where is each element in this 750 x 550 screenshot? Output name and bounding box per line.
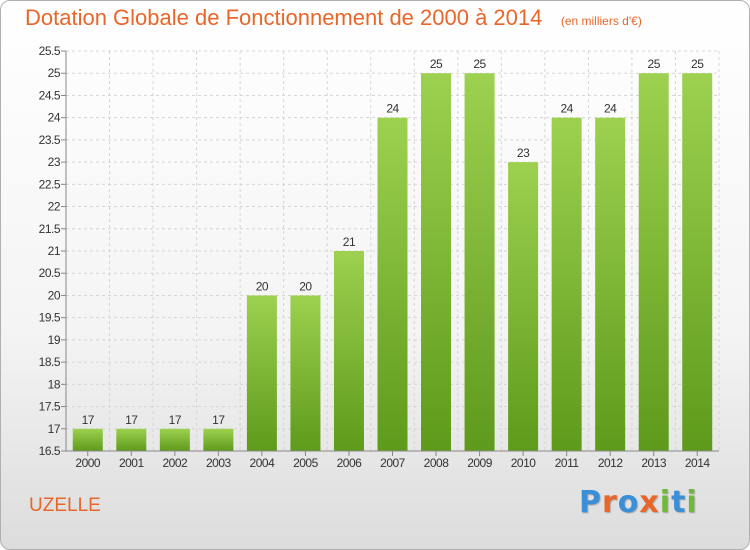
x-tick-label: 2003	[206, 456, 232, 470]
data-label: 21	[343, 235, 356, 249]
x-tick-label: 2000	[75, 456, 101, 470]
x-tick-label: 2002	[162, 456, 188, 470]
data-label: 24	[386, 102, 399, 116]
data-label: 17	[212, 413, 225, 427]
y-tick-label: 16.5	[39, 444, 61, 458]
data-label: 17	[82, 413, 95, 427]
y-tick-label: 19	[48, 333, 61, 347]
x-tick-label: 2010	[511, 456, 537, 470]
y-tick-label: 25	[48, 66, 61, 80]
bar	[595, 117, 626, 452]
y-tick-label: 22.5	[39, 177, 61, 191]
x-tick-label: 2013	[641, 456, 667, 470]
y-tick-label: 20.5	[39, 266, 61, 280]
x-tick-label: 2005	[293, 456, 319, 470]
y-tick-label: 17	[48, 422, 61, 436]
data-label: 24	[604, 102, 617, 116]
x-tick-label: 2011	[555, 456, 580, 470]
bar	[333, 251, 364, 451]
bar	[421, 73, 452, 451]
y-tick-label: 21.5	[39, 222, 61, 236]
logo-letter: o	[617, 485, 640, 520]
bar	[246, 295, 277, 451]
logo-letter: x	[639, 485, 660, 520]
data-label: 23	[517, 146, 530, 160]
data-label: 25	[648, 57, 661, 71]
x-tick-label: 2014	[685, 456, 711, 470]
proxiti-logo: Proxiti	[579, 485, 698, 520]
y-tick-label: 19.5	[39, 311, 61, 325]
y-tick-label: 21	[48, 244, 61, 258]
x-tick-label: 2012	[598, 456, 624, 470]
bar	[638, 73, 669, 451]
chart-title-block: Dotation Globale de Fonctionnement de 20…	[25, 5, 642, 31]
bars: 17 17 17 17 20 20 21 24 25 25 23 24 24 25 25	[72, 57, 713, 452]
bar	[682, 73, 713, 451]
logo-letter: i	[686, 485, 698, 520]
bar	[116, 428, 147, 451]
data-label: 25	[691, 57, 704, 71]
bar	[159, 428, 190, 451]
y-tick-label: 18.5	[39, 355, 61, 369]
x-tick-label: 2007	[380, 456, 406, 470]
y-tick-label: 24	[48, 111, 61, 125]
data-label: 20	[299, 279, 312, 293]
x-tick-label: 2004	[250, 456, 276, 470]
bar	[203, 428, 234, 451]
x-tick-label: 2008	[424, 456, 450, 470]
y-tick-label: 17.5	[39, 400, 61, 414]
data-label: 17	[169, 413, 182, 427]
x-tick-label: 2009	[467, 456, 493, 470]
logo-letter: r	[602, 485, 618, 520]
chart-subtitle: (en milliers d'€)	[560, 14, 642, 28]
bar	[508, 162, 539, 451]
y-tick-label: 23.5	[39, 133, 61, 147]
y-tick-label: 20	[48, 288, 61, 302]
x-tick-label: 2006	[337, 456, 363, 470]
chart-title: Dotation Globale de Fonctionnement de 20…	[25, 5, 543, 30]
bar	[72, 428, 103, 451]
data-label: 24	[560, 102, 573, 116]
logo-letter: P	[579, 485, 602, 520]
x-tick-label: 2001	[119, 456, 145, 470]
bar	[551, 117, 582, 452]
logo-letter: i	[659, 485, 672, 520]
data-label: 25	[430, 57, 443, 71]
data-label: 20	[256, 279, 269, 293]
data-label: 25	[473, 57, 486, 71]
city-name: UZELLE	[29, 495, 101, 516]
bar	[377, 117, 408, 452]
y-tick-label: 24.5	[39, 88, 61, 102]
data-label: 17	[125, 413, 138, 427]
y-tick-label: 22	[48, 200, 61, 214]
bar	[464, 73, 495, 451]
y-tick-label: 25.5	[39, 44, 61, 58]
bar	[290, 295, 321, 451]
y-tick-label: 18	[48, 377, 61, 391]
axes: 16.5 17 17.5 18 18.5 19 19.5 20 20.5 21 21.5 22 22.5…	[39, 44, 719, 470]
y-tick-label: 23	[48, 155, 61, 169]
logo-letter: t	[671, 485, 687, 520]
